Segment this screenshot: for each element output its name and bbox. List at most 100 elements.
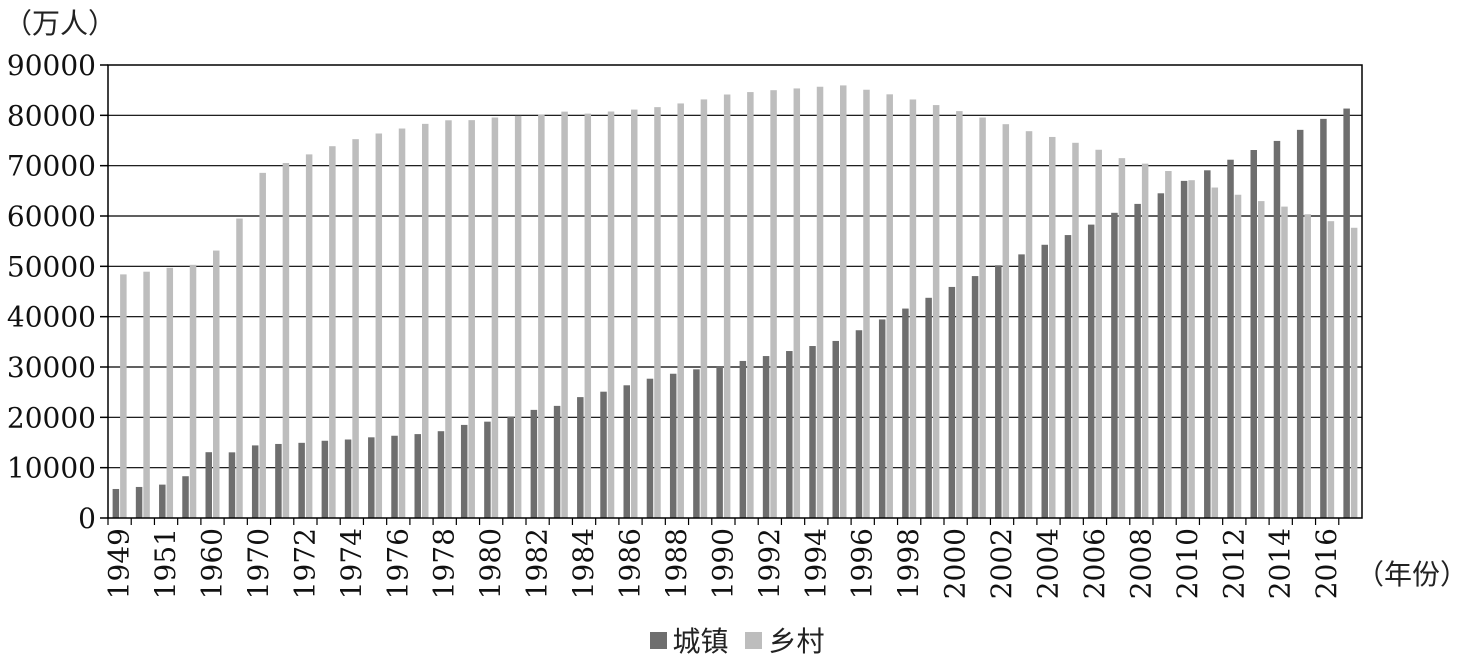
x-tick-label: 2002: [985, 528, 1018, 599]
bar-rural: [143, 271, 150, 518]
bar-urban: [1227, 159, 1234, 518]
bar-urban: [1111, 212, 1118, 518]
bar-rural: [1141, 163, 1149, 518]
bar-urban: [228, 452, 236, 518]
bar-rural: [770, 90, 777, 518]
bar-urban: [1273, 140, 1281, 519]
legend-item-urban: 城镇: [649, 620, 729, 660]
y-axis-unit-label: （万人）: [4, 7, 117, 40]
x-tick-label: 1992: [753, 528, 786, 599]
bar-urban: [948, 286, 956, 518]
bar-rural: [1281, 206, 1288, 519]
x-tick-label: 1960: [196, 528, 229, 599]
bar-rural: [259, 172, 266, 519]
bar-rural: [793, 88, 801, 518]
y-tick-label: 80000: [7, 99, 96, 132]
bar-urban: [321, 440, 329, 518]
gridlines: [108, 114, 1362, 469]
x-tick-label: 1976: [381, 528, 414, 599]
bar-urban: [1296, 129, 1304, 518]
bar-rural: [468, 120, 475, 518]
bar-rural: [1025, 131, 1033, 519]
legend-swatch-rural: [745, 631, 763, 649]
bar-urban: [1250, 150, 1257, 518]
bar-rural: [747, 92, 754, 518]
bar-urban: [1134, 203, 1141, 518]
x-tick-label: 1982: [521, 528, 554, 599]
bar-urban: [344, 439, 352, 518]
bar-rural: [561, 111, 568, 519]
x-tick-label: 2004: [1032, 528, 1065, 599]
x-tick-label: 2014: [1264, 528, 1297, 599]
legend-label-rural: 乡村: [768, 625, 825, 658]
bar-rural: [607, 111, 615, 518]
bar-rural: [375, 133, 383, 518]
bar-rural: [189, 264, 197, 518]
x-tick-label: 2008: [1124, 528, 1157, 599]
legend-item-rural: 乡村: [745, 620, 824, 660]
bar-urban: [809, 346, 816, 518]
bar-urban: [112, 488, 120, 518]
bar-urban: [1343, 108, 1350, 518]
y-tick-label: 90000: [7, 49, 96, 82]
x-tick-label: 2010: [1171, 528, 1204, 599]
bar-rural: [445, 120, 452, 518]
bar-rural: [538, 114, 545, 519]
bar-rural: [932, 105, 940, 518]
bar-rural: [1258, 201, 1265, 518]
x-axis-unit-label: （年份）: [1356, 558, 1469, 591]
bar-urban: [298, 442, 305, 518]
bar-urban: [391, 435, 398, 518]
bar-rural: [631, 109, 638, 518]
bar-urban: [1041, 244, 1048, 518]
bar-urban: [275, 443, 282, 518]
bar-urban: [159, 484, 166, 518]
bar-rural: [120, 274, 127, 518]
bar-rural: [329, 146, 336, 518]
bar-urban: [693, 369, 700, 518]
bar-rural: [1234, 194, 1242, 518]
y-tick-labels: 0 10000 20000 30000 40000 50000 60000 70000 8000…: [7, 49, 96, 535]
bar-rural: [282, 163, 290, 519]
bar-rural: [491, 117, 499, 519]
bar-rural: [166, 267, 174, 518]
bar-urban: [1087, 224, 1095, 518]
x-tick-label: 1980: [474, 528, 507, 599]
bar-urban: [577, 397, 584, 518]
bar-rural: [1118, 158, 1126, 519]
bar-rural: [1002, 124, 1010, 519]
y-tick-label: 40000: [7, 301, 96, 334]
bar-urban: [1064, 235, 1072, 518]
bar-rural: [1304, 214, 1311, 518]
x-tick-label: 1984: [567, 528, 600, 599]
bar-urban: [1018, 254, 1025, 518]
x-tick-label: 1972: [288, 528, 321, 599]
bar-urban: [460, 424, 468, 518]
y-tick-label: 0: [78, 502, 96, 535]
bar-rural: [422, 123, 429, 518]
legend-swatch-urban: [649, 631, 667, 649]
y-tick-label: 20000: [7, 401, 96, 434]
bar-urban: [1204, 170, 1211, 518]
x-tick-label: 1970: [242, 528, 275, 599]
bar-urban: [1180, 180, 1188, 519]
bars: [112, 85, 1358, 519]
x-tick-label: 1998: [892, 528, 925, 599]
bar-urban: [251, 445, 259, 518]
bar-rural: [654, 107, 661, 518]
x-tick-label: 2000: [939, 528, 972, 599]
x-tick-label: 1978: [428, 528, 461, 599]
x-tick-label: 1951: [149, 528, 182, 599]
bar-urban: [484, 421, 491, 518]
bar-rural: [723, 94, 731, 518]
bar-rural: [677, 103, 684, 518]
bar-urban: [530, 409, 538, 518]
bar-rural: [1188, 180, 1195, 518]
bar-rural: [840, 85, 847, 519]
x-tick-label: 2006: [1078, 528, 1111, 599]
x-tick-label: 2016: [1310, 528, 1343, 599]
bar-urban: [1157, 193, 1165, 518]
x-tick-label: 2012: [1217, 528, 1250, 599]
bar-rural: [956, 111, 963, 519]
